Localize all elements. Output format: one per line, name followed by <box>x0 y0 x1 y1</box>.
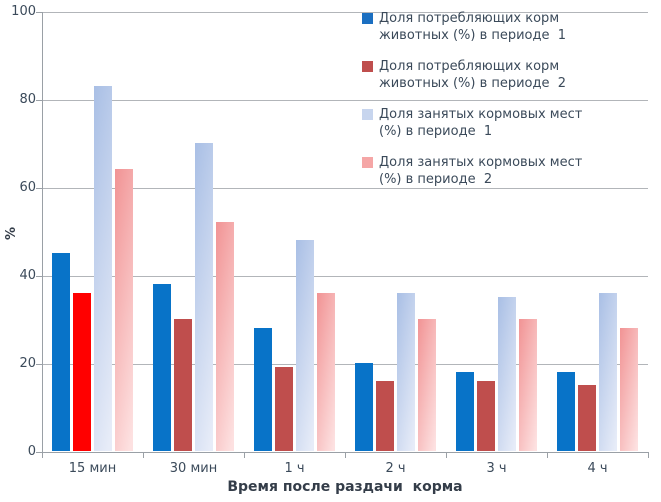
gridline-20 <box>42 364 648 365</box>
bar-series2-cat1 <box>73 292 91 451</box>
x-tick-3 <box>345 453 346 458</box>
x-tick-4 <box>446 453 447 458</box>
bar-series4-cat1 <box>115 169 133 451</box>
y-axis-title: % <box>4 226 19 240</box>
bar-series4-cat3 <box>317 292 335 451</box>
y-tick-40 <box>36 276 42 277</box>
bar-series3-cat2 <box>195 143 213 451</box>
x-tick-1 <box>143 453 144 458</box>
legend-item-3: Доля занятых кормовых мест (%) в периоде … <box>362 106 612 140</box>
bar-series2-cat4 <box>376 380 394 451</box>
legend-label-4-line-1: Доля занятых кормовых мест <box>379 155 583 170</box>
y-tick-60 <box>36 188 42 189</box>
x-tick-5 <box>547 453 548 458</box>
x-category-label-1: 15 мин <box>68 461 117 476</box>
legend-swatch-3 <box>362 109 373 120</box>
bar-series1-cat6 <box>557 371 575 451</box>
x-category-label-5: 3 ч <box>486 461 507 476</box>
bar-series1-cat5 <box>456 371 474 451</box>
bar-series4-cat5 <box>519 319 537 451</box>
bar-series2-cat6 <box>578 385 596 451</box>
x-tick-6 <box>648 453 649 458</box>
gridline-60 <box>42 188 648 189</box>
y-tick-80 <box>36 100 42 101</box>
bar-series2-cat5 <box>477 380 495 451</box>
bar-series1-cat3 <box>254 327 272 451</box>
gridline-80 <box>42 100 648 101</box>
bar-series3-cat1 <box>94 85 112 451</box>
bar-series1-cat2 <box>153 283 171 451</box>
y-tick-0 <box>36 452 42 453</box>
legend-swatch-1 <box>362 13 373 24</box>
legend-label-4: Доля занятых кормовых мест (%) в периоде … <box>379 154 582 188</box>
legend-item-2: Доля потребляющих корм животных (%) в пер… <box>362 58 612 92</box>
legend-item-4: Доля занятых кормовых мест (%) в периоде … <box>362 154 612 188</box>
x-category-label-3: 1 ч <box>284 461 305 476</box>
x-tick-2 <box>244 453 245 458</box>
bar-series2-cat3 <box>275 367 293 451</box>
legend-label-3: Доля занятых кормовых мест (%) в периоде … <box>379 106 582 140</box>
x-axis-title: Время после раздачи корма <box>227 479 463 495</box>
y-tick-100 <box>36 12 42 13</box>
legend-label-2: Доля потребляющих корм животных (%) в пер… <box>379 58 566 92</box>
legend-swatch-4 <box>362 157 373 168</box>
y-tick-label-20: 20 <box>19 356 36 371</box>
y-tick-label-40: 40 <box>19 268 36 283</box>
bar-series3-cat3 <box>296 239 314 451</box>
legend-label-3-line-2: (%) в периоде 1 <box>379 124 493 139</box>
bar-series4-cat6 <box>620 327 638 451</box>
y-tick-label-0: 0 <box>27 444 36 459</box>
legend-label-2-line-1: Доля потребляющих корм <box>379 59 560 74</box>
legend-swatch-2 <box>362 61 373 72</box>
plot-area: 0 20 40 60 80 100 15 мин 30 мин 1 ч 2 ч 3 ч 4 ч <box>11 4 649 476</box>
bar-series1-cat1 <box>52 253 70 451</box>
x-axis-line <box>41 452 649 453</box>
x-category-label-6: 4 ч <box>587 461 608 476</box>
bar-series3-cat5 <box>498 297 516 451</box>
bar-series1-cat4 <box>355 363 373 451</box>
y-tick-label-100: 100 <box>11 4 36 19</box>
x-tick-0 <box>42 453 43 458</box>
bar-series2-cat2 <box>174 319 192 451</box>
y-axis-line <box>42 12 43 453</box>
bar-series3-cat4 <box>397 292 415 451</box>
legend: Доля потребляющих корм животных (%) в пер… <box>362 10 612 202</box>
legend-label-2-line-2: животных (%) в периоде 2 <box>379 76 567 91</box>
gridline-100 <box>42 12 648 13</box>
legend-label-1: Доля потребляющих корм животных (%) в пер… <box>379 10 566 44</box>
y-tick-20 <box>36 364 42 365</box>
bar-series4-cat2 <box>216 222 234 451</box>
x-category-label-4: 2 ч <box>385 461 406 476</box>
bar-series4-cat4 <box>418 319 436 451</box>
legend-item-1: Доля потребляющих корм животных (%) в пер… <box>362 10 612 44</box>
legend-label-1-line-1: Доля потребляющих корм <box>379 11 560 26</box>
legend-label-3-line-1: Доля занятых кормовых мест <box>379 107 583 122</box>
y-tick-label-80: 80 <box>19 92 36 107</box>
gridline-40 <box>42 276 648 277</box>
legend-label-4-line-2: (%) в периоде 2 <box>379 172 493 187</box>
bar-series3-cat6 <box>599 292 617 451</box>
legend-label-1-line-2: животных (%) в периоде 1 <box>379 28 567 43</box>
x-category-label-2: 30 мин <box>169 461 218 476</box>
y-tick-label-60: 60 <box>19 180 36 195</box>
